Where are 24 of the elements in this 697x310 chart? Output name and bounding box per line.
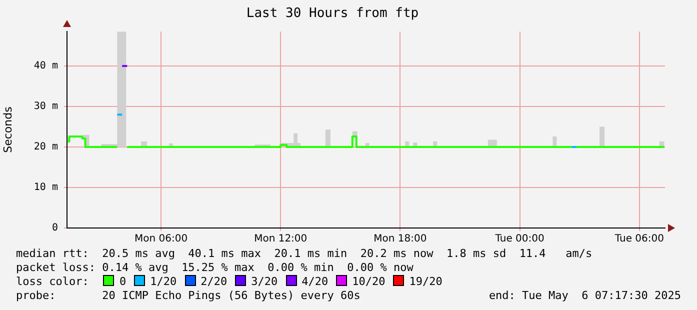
y-tick-label: 10 m	[34, 182, 58, 194]
y-tick-label: 20 m	[34, 142, 58, 153]
y-axis-title: Seconds	[1, 106, 14, 153]
legend-label: 10/20	[352, 275, 386, 288]
y-tick-label: 30 m	[34, 101, 58, 112]
x-tick-label: Mon 18:00	[374, 234, 427, 245]
x-tick-label: Mon 12:00	[254, 234, 308, 245]
y-tick-label: 40 m	[34, 60, 58, 72]
text: median rtt: 20.5 ms avg 40.1 ms max 20.1 ms min 20.2 ms now 1.8 ms sd 11.4 am/s	[16, 247, 592, 260]
x-tick-label: Tue 00:00	[494, 234, 544, 245]
legend-label: 3/20	[251, 275, 278, 288]
text: probe: 20 ICMP Echo Pings (56 Bytes) every 60s	[16, 289, 360, 302]
legend-label: 0	[119, 275, 126, 288]
legend-label: 4/20	[302, 275, 328, 288]
text: end: Tue May 6 07:17:30 2025	[488, 289, 681, 302]
x-tick-label: Tue 06:00	[614, 234, 664, 245]
chart-title: Last 30 Hours from ftp	[246, 6, 419, 22]
y-tick-label: 0	[52, 222, 58, 234]
text: packet loss: 0.14 % avg 15.25 % max 0.00 % min 0.00 % now	[16, 261, 414, 274]
legend-label: 2/20	[200, 275, 228, 288]
legend-title: loss color:	[16, 275, 90, 288]
x-tick-label: Mon 06:00	[134, 234, 188, 245]
legend-label: 19/20	[409, 275, 442, 288]
legend-label: 1/20	[150, 275, 177, 288]
